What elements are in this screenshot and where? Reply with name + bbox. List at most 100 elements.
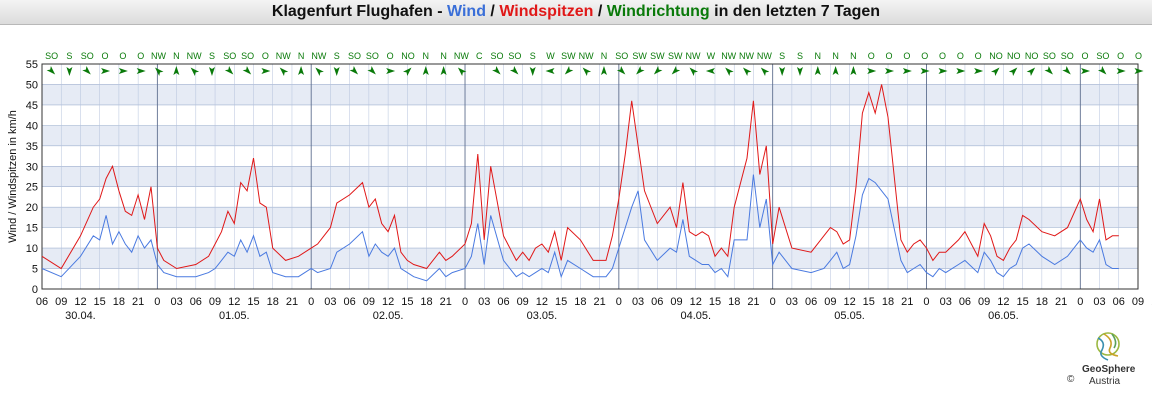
wind-direction-label: NW xyxy=(686,51,701,61)
wind-direction-label: SO xyxy=(491,51,504,61)
y-tick-label: 0 xyxy=(32,284,38,296)
x-tick-label: 12 xyxy=(997,296,1009,308)
wind-direction-arrow xyxy=(403,67,412,76)
x-tick-label: 06 xyxy=(344,296,356,308)
wind-direction-label: S xyxy=(209,51,215,61)
x-tick-label: 21 xyxy=(1055,296,1067,308)
wind-series-line xyxy=(41,174,1119,282)
wind-direction-arrow xyxy=(1081,68,1091,74)
wind-direction-label: O xyxy=(1082,51,1089,61)
wind-direction-arrow xyxy=(974,68,984,74)
logo-name: GeoSphere xyxy=(1082,364,1136,375)
wind-direction-arrow xyxy=(261,68,271,74)
x-tick-label: 0 xyxy=(154,296,160,308)
wind-direction-arrow xyxy=(600,66,607,75)
wind-direction-arrow xyxy=(509,66,519,75)
wind-direction-arrow xyxy=(902,68,912,74)
wind-direction-arrow xyxy=(885,68,895,74)
wind-direction-label: N xyxy=(298,51,305,61)
chart-title: Klagenfurt Flughafen - Wind / Windspitze… xyxy=(272,3,880,20)
x-tick-label: 09 xyxy=(824,296,836,308)
x-tick-label: 15 xyxy=(401,296,413,308)
x-tick-label: 21 xyxy=(747,296,759,308)
wind-direction-arrow xyxy=(1044,66,1053,75)
y-tick-label: 15 xyxy=(26,223,38,235)
wind-direction-arrow xyxy=(440,66,447,75)
wind-direction-label: SO xyxy=(241,51,254,61)
wind-direction-label: N xyxy=(440,51,447,61)
grid-band xyxy=(42,84,1138,105)
date-label: 30.04. xyxy=(65,310,96,322)
x-tick-label: 15 xyxy=(863,296,875,308)
x-tick-label: 03 xyxy=(632,296,644,308)
x-tick-label: 09 xyxy=(978,296,990,308)
wind-direction-label: W xyxy=(546,51,555,61)
plot-frame xyxy=(41,63,1139,290)
wind-direction-label: N xyxy=(601,51,608,61)
x-tick-label: 06 xyxy=(959,296,971,308)
wind-direction-arrow xyxy=(779,67,786,76)
wind-direction-arrow xyxy=(279,67,289,76)
wind-direction-label: NO xyxy=(401,51,415,61)
wind-direction-arrow xyxy=(529,67,536,76)
wind-direction-arrow xyxy=(1097,66,1107,75)
wind-direction-label: NW xyxy=(579,51,594,61)
wind-direction-label: SO xyxy=(508,51,521,61)
wind-direction-label: SO xyxy=(1096,51,1109,61)
wind-direction-label: NW xyxy=(454,51,469,61)
wind-direction-label: O xyxy=(262,51,269,61)
wind-direction-arrow xyxy=(938,68,948,74)
wind-direction-arrow xyxy=(386,68,396,74)
x-tick-label: 09 xyxy=(517,296,529,308)
y-tick-label: 10 xyxy=(26,243,38,255)
x-tick-label: 15 xyxy=(1017,296,1029,308)
wind-direction-label: SW xyxy=(668,51,683,61)
grid-band xyxy=(42,125,1138,146)
wind-direction-arrow xyxy=(1026,67,1036,76)
wind-direction-label: C xyxy=(476,51,483,61)
wind-direction-arrow xyxy=(850,66,857,75)
title-sep1: / xyxy=(485,3,500,20)
wind-direction-arrow xyxy=(725,67,734,76)
wind-direction-label: W xyxy=(707,51,716,61)
title-gust: Windspitzen xyxy=(499,3,594,20)
date-label: 02.05. xyxy=(373,310,404,322)
wind-direction-arrow xyxy=(956,68,966,74)
x-tick-label: 03 xyxy=(1093,296,1105,308)
x-tick-label: 21 xyxy=(440,296,452,308)
title-dir: Windrichtung xyxy=(606,3,710,20)
x-tick-label: 18 xyxy=(574,296,586,308)
wind-direction-label: SO xyxy=(615,51,628,61)
wind-direction-arrow xyxy=(66,67,73,76)
x-tick-label: 09 xyxy=(670,296,682,308)
gust-series-line xyxy=(41,84,1119,270)
wind-direction-label: SW xyxy=(632,51,647,61)
logo-sub: Austria xyxy=(1089,376,1121,387)
wind-direction-label: SW xyxy=(650,51,665,61)
x-tick-label: 15 xyxy=(247,296,259,308)
x-tick-label: 21 xyxy=(132,296,144,308)
wind-direction-arrow xyxy=(671,66,681,75)
wind-direction-arrow xyxy=(46,66,56,75)
wind-direction-label: NW xyxy=(276,51,291,61)
y-tick-label: 30 xyxy=(26,161,38,173)
x-tick-label: 0 xyxy=(462,296,468,308)
wind-direction-label: S xyxy=(66,51,72,61)
y-tick-label: 5 xyxy=(32,264,38,276)
x-tick-label: 03 xyxy=(170,296,182,308)
wind-direction-arrow xyxy=(82,66,91,75)
x-tick-label: 12 xyxy=(843,296,855,308)
x-tick-label: 09 xyxy=(363,296,375,308)
title-suffix: in den letzten 7 Tagen xyxy=(709,3,881,20)
wind-direction-arrow xyxy=(742,67,752,76)
wind-direction-arrow xyxy=(545,68,555,74)
wind-direction-label: O xyxy=(119,51,126,61)
wind-direction-arrow xyxy=(582,67,592,76)
wind-direction-arrow xyxy=(492,66,501,75)
x-tick-label: 06 xyxy=(805,296,817,308)
wind-direction-arrow xyxy=(991,67,1000,76)
wind-direction-label: SO xyxy=(81,51,94,61)
x-tick-label: 18 xyxy=(113,296,125,308)
x-tick-label: 18 xyxy=(420,296,432,308)
wind-direction-arrow xyxy=(173,66,180,75)
